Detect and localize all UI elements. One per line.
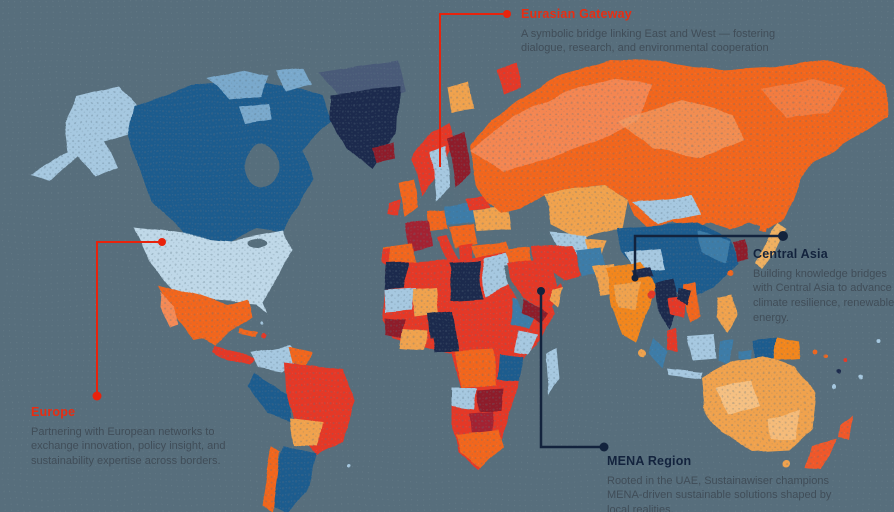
- annotation-title: Europe: [31, 405, 76, 419]
- annotation-description: Partnering with European networks to exc…: [31, 425, 226, 468]
- annotation-eurasian-gateway: Eurasian Gateway A symbolic bridge linki…: [521, 7, 791, 56]
- annotation-description: Building knowledge bridges with Central …: [753, 267, 894, 324]
- annotation-description: A symbolic bridge linking East and West …: [521, 27, 776, 55]
- annotation-description: Rooted in the UAE, Sustainawiser champio…: [607, 474, 832, 512]
- annotation-europe: Europe Partnering with European networks…: [31, 405, 271, 469]
- annotation-title: MENA Region: [607, 454, 692, 468]
- annotation-title: Eurasian Gateway: [521, 7, 632, 21]
- annotation-title: Central Asia: [753, 247, 828, 261]
- annotation-mena-region: MENA Region Rooted in the UAE, Sustainaw…: [607, 454, 857, 512]
- annotation-central-asia: Central Asia Building knowledge bridges …: [753, 247, 894, 326]
